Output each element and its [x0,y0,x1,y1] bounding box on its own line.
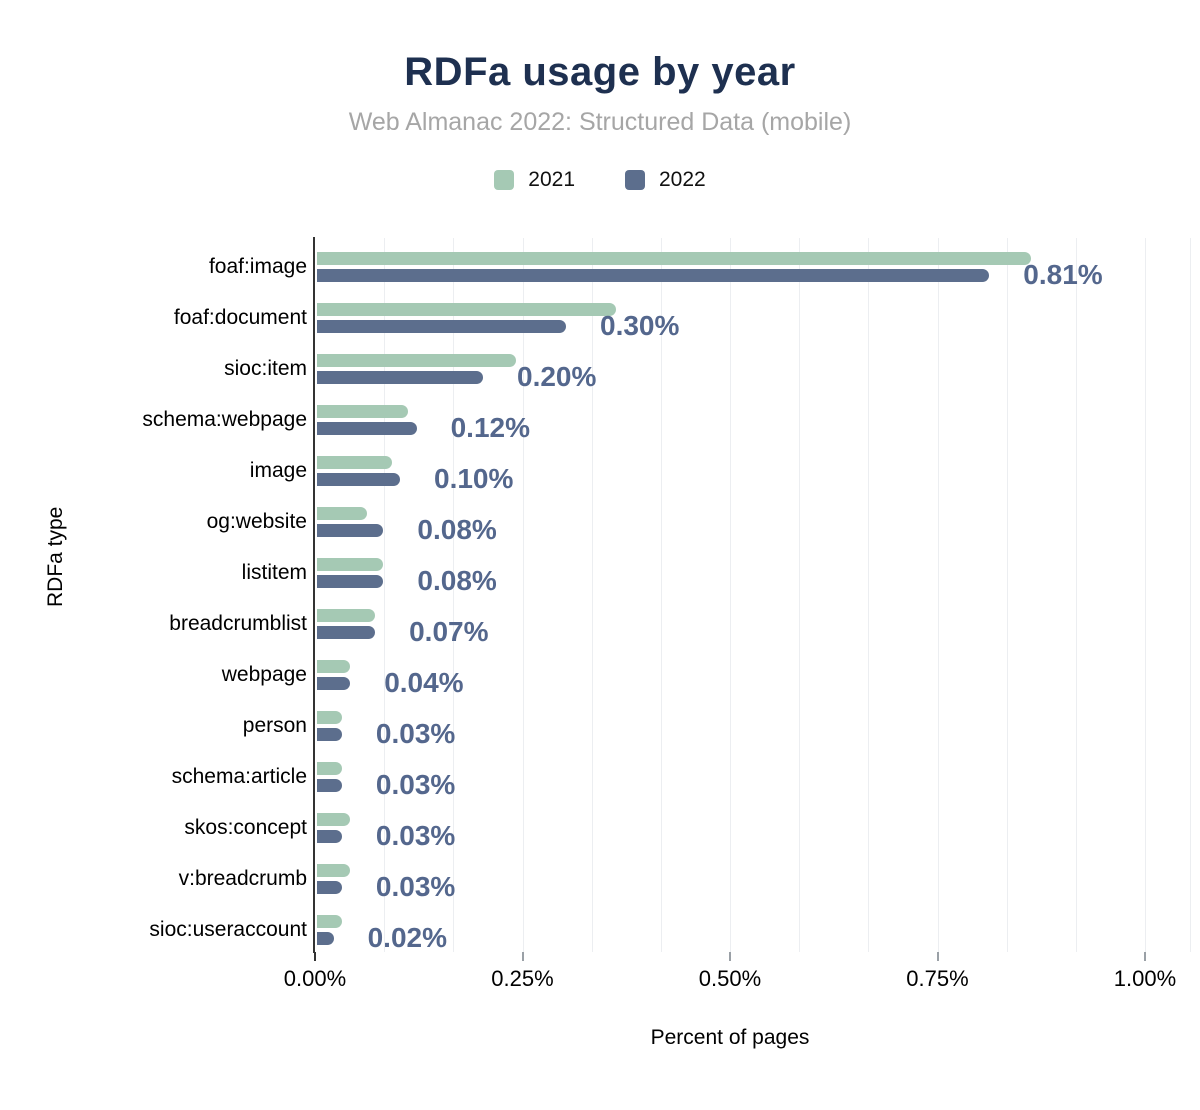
bar-2021 [317,507,367,520]
gridline [660,238,662,952]
legend-item-2021[interactable]: 2021 [494,168,575,192]
y-axis-line [313,237,315,953]
category-label: foaf:document [173,306,307,329]
bar-2021 [317,915,342,928]
legend-label-2021: 2021 [528,168,575,191]
x-tick-mark [521,952,524,961]
legend: 2021 2022 [0,168,1200,192]
x-tick-mark [729,952,731,961]
bar-2022 [317,779,342,792]
gridline [1006,238,1008,952]
bar-2021 [317,303,616,316]
bar-2022 [317,422,417,435]
bar-2022 [317,575,384,588]
gridline-plot-edge [1190,238,1191,952]
bar-2021 [317,558,384,571]
value-label: 0.07% [409,616,489,647]
x-tick-label: 0.00% [283,966,347,991]
gridline [868,238,870,952]
category-label: skos:concept [184,816,307,839]
category-label: v:breadcrumb [178,867,307,890]
value-label: 0.02% [367,922,447,953]
legend-label-2022: 2022 [659,168,706,191]
bar-2021 [317,762,342,775]
category-label: webpage [221,663,307,686]
bar-2022 [317,728,342,741]
category-label: foaf:image [208,255,307,278]
bar-2022 [317,830,342,843]
value-label: 0.12% [450,412,530,443]
bar-2022 [317,371,483,384]
gridline [591,238,593,952]
chart-title: RDFa usage by year [404,50,796,94]
x-tick-label: 0.75% [906,966,969,991]
bar-2022 [317,269,990,282]
legend-swatch-2021-icon [494,170,515,190]
bar-2021 [317,354,517,367]
bar-2021 [317,660,351,673]
bar-2021 [317,711,342,724]
category-label: schema:article [171,765,307,788]
gridline [1145,238,1146,952]
x-axis-title: Percent of pages [650,1026,810,1049]
value-label: 0.08% [417,565,497,596]
category-label: sioc:item [224,357,307,380]
value-label: 0.20% [517,361,597,392]
gridline [1075,238,1077,952]
category-label: sioc:useraccount [149,918,307,941]
bar-2021 [317,252,1031,265]
value-label: 0.04% [384,667,464,698]
bar-2021 [317,405,409,418]
bar-2021 [317,813,351,826]
bar-2022 [317,320,566,333]
value-label: 0.03% [375,871,456,902]
gridline [522,238,524,952]
x-tick-label: 0.50% [698,966,762,991]
x-tick-label: 0.25% [491,966,554,991]
category-label: image [249,459,307,482]
gridline [937,238,939,952]
bar-2022 [317,677,351,690]
bar-2022 [317,626,376,639]
value-label: 0.30% [600,310,680,341]
bar-2021 [317,864,351,877]
bar-2022 [317,881,342,894]
value-label: 0.03% [375,769,456,800]
category-label: breadcrumblist [169,612,307,635]
x-tick-label: 1.00% [1113,966,1177,991]
y-axis-title: RDFa type [44,506,67,607]
category-label: person [242,714,307,737]
bar-2021 [317,609,376,622]
bar-2022 [317,473,400,486]
gridline [799,238,801,952]
legend-item-2022[interactable]: 2022 [625,168,706,192]
category-label: og:website [206,510,307,533]
x-tick-mark [314,952,316,961]
value-label: 0.08% [417,514,497,545]
bar-2022 [317,524,384,537]
gridline [384,238,386,952]
category-label: listitem [241,561,307,584]
value-label: 0.10% [434,463,514,494]
bar-2022 [317,932,334,945]
value-label: 0.81% [1023,259,1103,290]
gridline [453,238,455,952]
bar-2021 [317,456,392,469]
value-label: 0.03% [375,820,456,851]
gridline [730,238,731,952]
legend-swatch-2022-icon [625,170,645,190]
category-label: schema:webpage [142,408,307,431]
value-label: 0.03% [375,718,456,749]
chart-subtitle: Web Almanac 2022: Structured Data (mobil… [348,108,852,136]
x-tick-mark [936,952,939,961]
x-tick-mark [1144,952,1146,961]
